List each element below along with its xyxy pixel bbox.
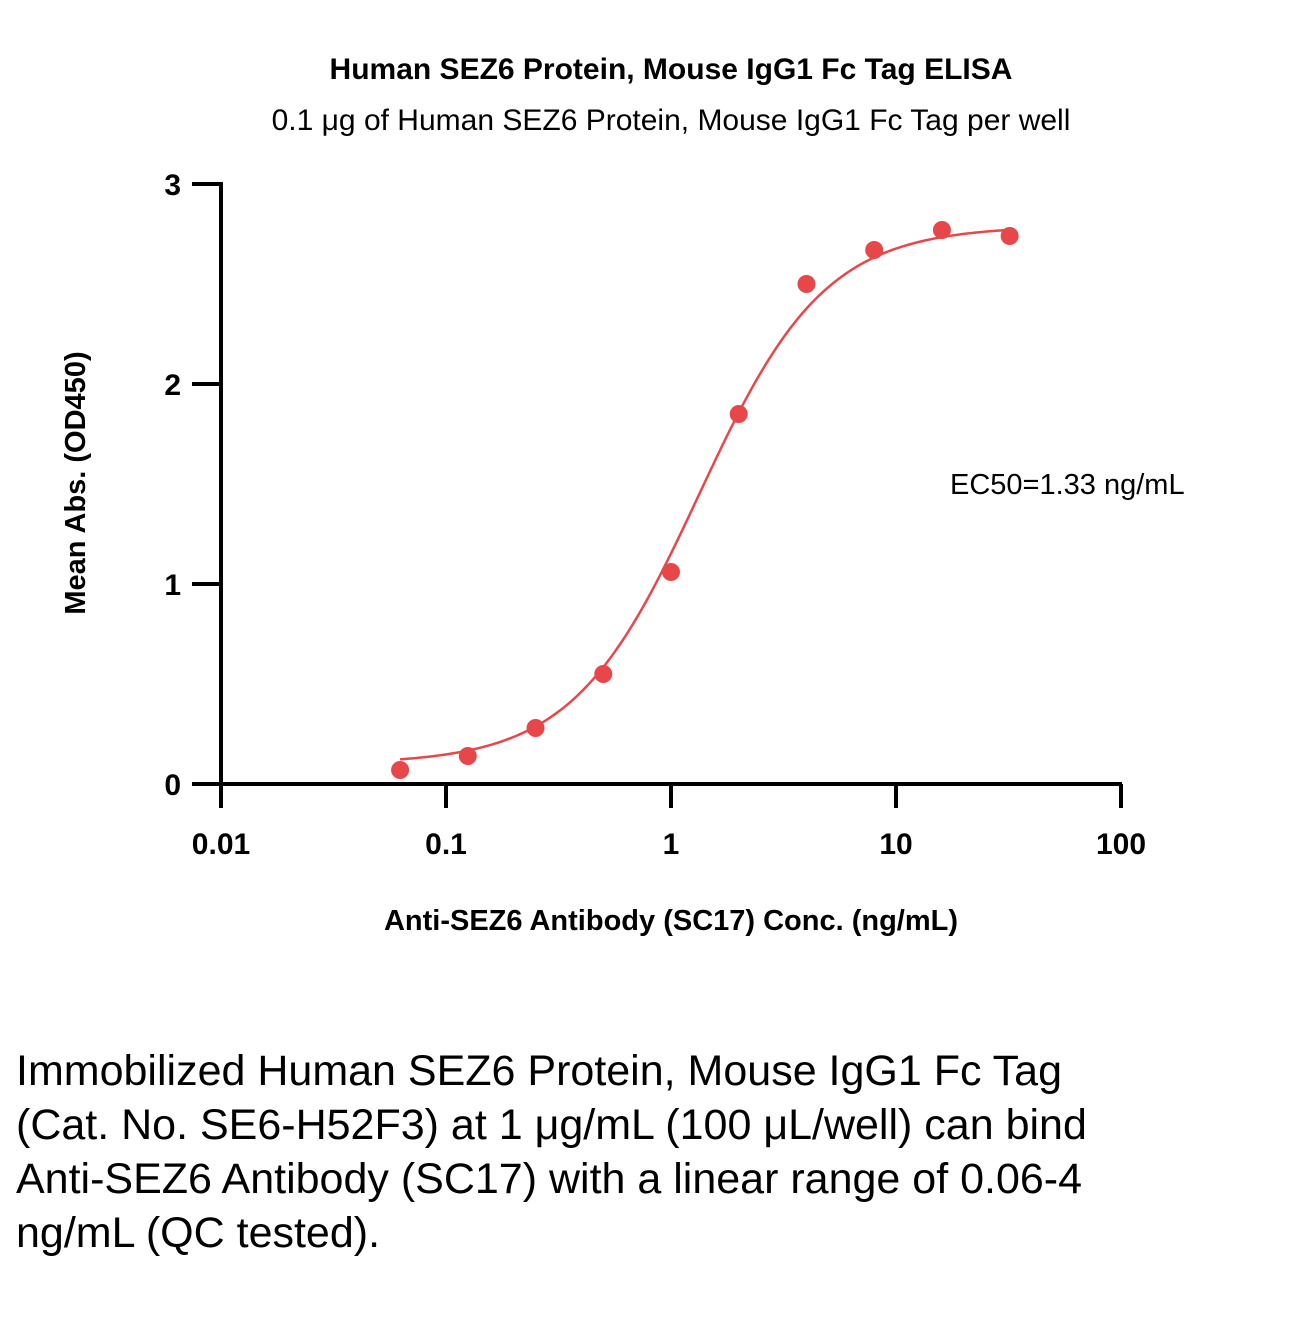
- ec50-annotation: EC50=1.33 ng/mL: [950, 469, 1185, 501]
- data-point: [865, 241, 884, 259]
- data-point: [526, 719, 545, 737]
- x-tick-label: 1: [663, 828, 680, 861]
- data-point: [662, 563, 680, 581]
- elisa-chart: Human SEZ6 Protein, Mouse IgG1 Fc Tag EL…: [60, 53, 1185, 937]
- chart-subtitle: 0.1 μg of Human SEZ6 Protein, Mouse IgG1…: [272, 104, 1071, 137]
- axes: 0 1 2 3 0.01 0.1 1 10 100: [164, 169, 1146, 861]
- y-axis-title: Mean Abs. (OD450): [60, 351, 92, 614]
- data-point: [458, 747, 477, 765]
- x-axis-title: Anti-SEZ6 Antibody (SC17) Conc. (ng/mL): [384, 905, 958, 937]
- x-tick-label: 10: [879, 828, 912, 861]
- y-tick-label: 0: [164, 769, 181, 802]
- x-ticks: 0.01 0.1 1 10 100: [192, 784, 1146, 861]
- x-tick-label: 0.01: [192, 828, 250, 861]
- data-point: [1000, 227, 1019, 245]
- chart-title: Human SEZ6 Protein, Mouse IgG1 Fc Tag EL…: [330, 53, 1013, 86]
- data-point: [932, 221, 951, 239]
- y-tick-label: 2: [164, 369, 181, 402]
- fit-curve: [399, 228, 1010, 761]
- caption-text: Immobilized Human SEZ6 Protein, Mouse Ig…: [16, 1047, 1087, 1257]
- data-point: [391, 761, 410, 779]
- x-tick-label: 0.1: [425, 828, 467, 861]
- y-ticks: 0 1 2 3: [164, 169, 221, 802]
- data-point: [729, 405, 748, 423]
- y-tick-label: 1: [164, 569, 181, 602]
- y-tick-label: 3: [164, 169, 181, 202]
- data-point: [797, 275, 816, 293]
- data-points: [391, 221, 1019, 779]
- data-point: [594, 665, 613, 683]
- x-tick-label: 100: [1096, 828, 1146, 861]
